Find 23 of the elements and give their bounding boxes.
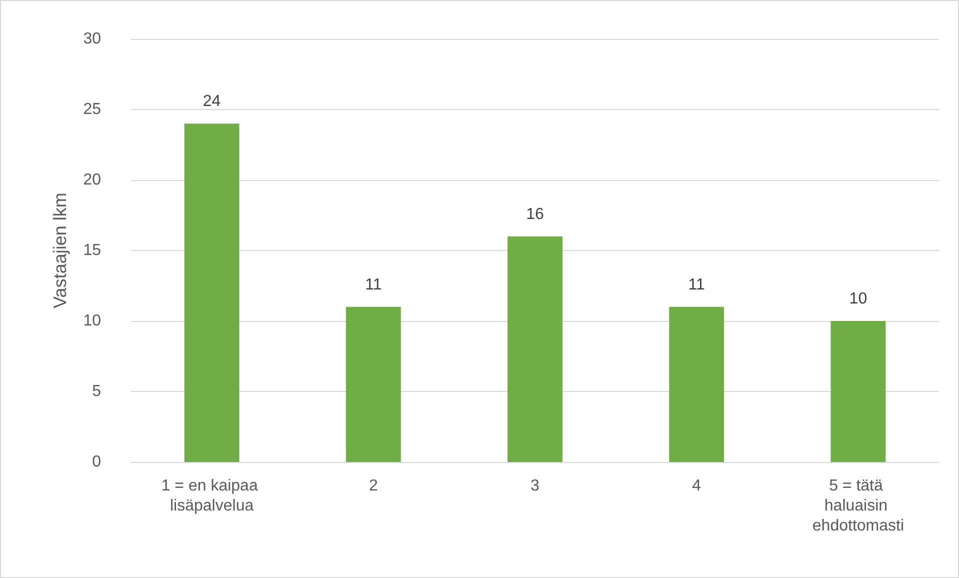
data-label: 16	[526, 206, 544, 223]
y-tick-label: 30	[83, 30, 102, 48]
bar	[184, 124, 240, 462]
x-tick-label: 4	[692, 478, 702, 494]
y-axis-title: Vastaajien lkm	[50, 192, 70, 308]
data-label: 10	[849, 290, 868, 308]
y-tick-label: 20	[83, 172, 102, 188]
x-tick-label: 5 = tätä haluaisin ehdottomasti	[812, 478, 904, 534]
bar	[508, 236, 562, 462]
y-tick-label: 10	[83, 312, 102, 330]
data-label: 24	[202, 93, 221, 110]
x-tick-label: 2	[368, 478, 378, 494]
y-tick-label: 25	[83, 101, 102, 118]
x-tick-label: 3	[530, 478, 540, 494]
y-tick-label: 5	[92, 383, 102, 400]
data-label: 11	[688, 276, 706, 294]
bar	[346, 306, 401, 462]
bar	[830, 321, 886, 462]
bar	[669, 306, 724, 462]
data-label: 11	[365, 276, 382, 294]
y-tick-label: 15	[83, 242, 102, 259]
x-tick-label: 1 = en kaipaa lisäpalvelua	[161, 478, 262, 514]
y-tick-label: 0	[92, 454, 102, 470]
